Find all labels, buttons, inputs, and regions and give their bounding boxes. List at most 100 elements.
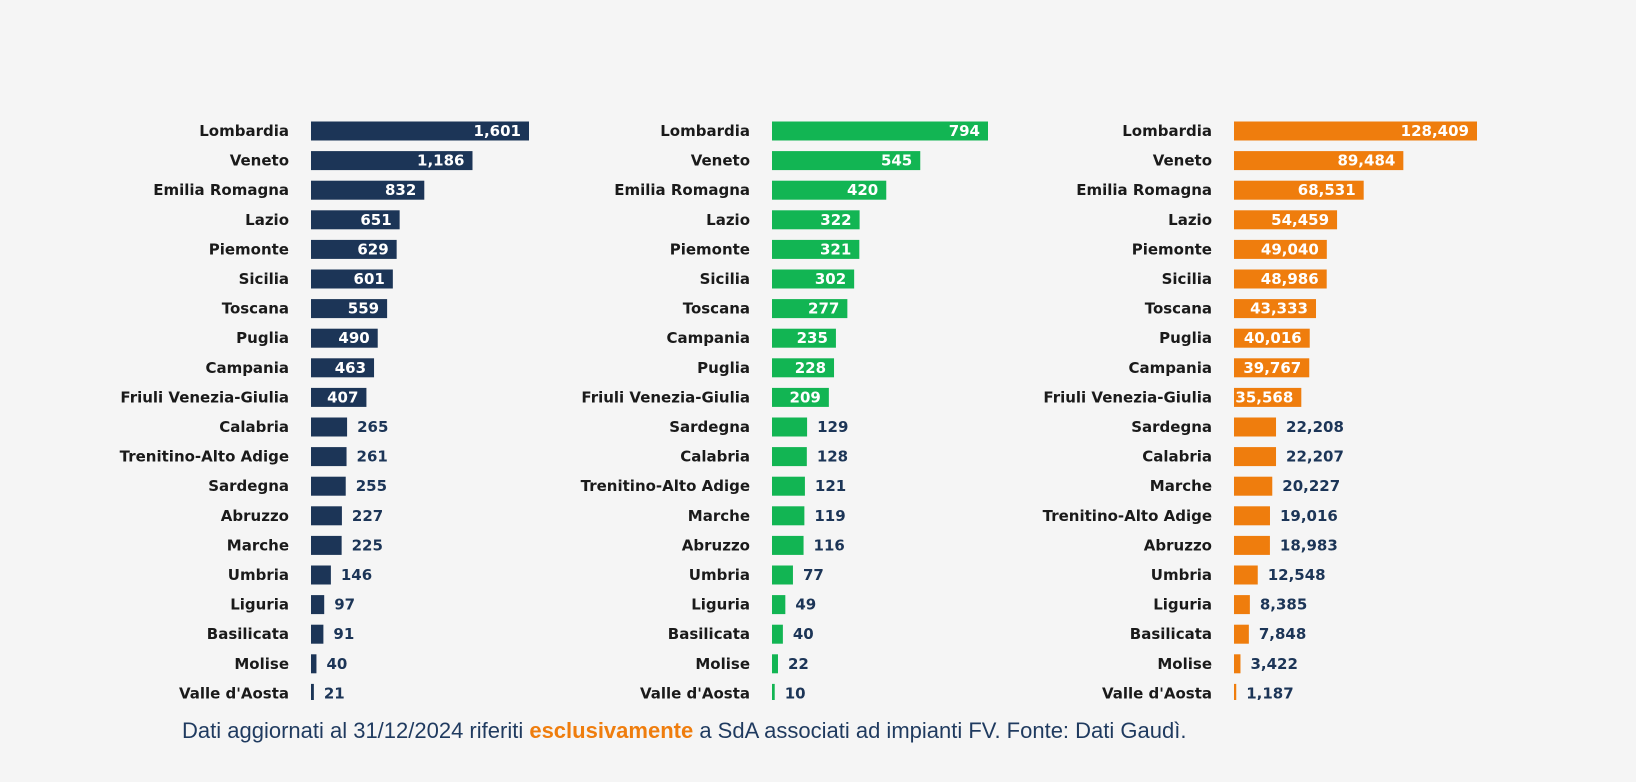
value-label: 407 [327, 388, 358, 406]
category-label: Puglia [1159, 329, 1212, 347]
value-label: 129 [817, 418, 848, 436]
value-label: 255 [356, 477, 387, 495]
category-label: Lazio [706, 211, 750, 229]
category-label: Lazio [245, 211, 289, 229]
category-label: Toscana [683, 300, 750, 318]
value-label: 1,186 [417, 152, 464, 170]
value-label: 277 [808, 300, 839, 318]
category-label: Marche [688, 507, 750, 525]
category-label: Emilia Romagna [614, 181, 750, 199]
bar [311, 387, 367, 407]
category-label: Marche [1150, 477, 1212, 495]
value-label: 48,986 [1261, 270, 1319, 288]
bar [772, 358, 835, 378]
bar [1234, 565, 1258, 585]
bar [772, 417, 808, 437]
value-label: 227 [352, 507, 383, 525]
value-label: 10 [785, 684, 806, 700]
category-label: Friuli Venezia-Giulia [1043, 388, 1212, 406]
bar [311, 654, 317, 674]
value-label: 3,422 [1250, 655, 1297, 673]
category-label: Basilicata [668, 625, 750, 643]
footnote-text-1: Dati aggiornati al 31/12/2024 riferiti [182, 718, 530, 743]
bar [772, 683, 775, 700]
bar [311, 417, 348, 437]
bar [772, 210, 860, 230]
category-label: Abruzzo [1144, 536, 1212, 554]
category-label: Sardegna [669, 418, 750, 436]
value-label: 463 [335, 359, 366, 377]
value-label: 794 [949, 122, 980, 140]
value-label: 21 [324, 684, 345, 700]
bar [772, 151, 921, 171]
category-label: Valle d'Aosta [640, 684, 750, 700]
chart-3: Lombardia 128,409 Veneto 89,484 Emilia Romag… [1043, 121, 1477, 700]
value-label: 559 [348, 300, 379, 318]
bar [1234, 595, 1250, 615]
category-label: Molise [234, 655, 289, 673]
value-label: 35,568 [1235, 388, 1293, 406]
category-label: Abruzzo [682, 536, 750, 554]
value-label: 651 [360, 211, 391, 229]
bar [311, 476, 346, 496]
value-label: 209 [790, 388, 821, 406]
bar [772, 506, 805, 526]
bar [772, 595, 786, 615]
bar [1234, 180, 1364, 200]
category-label: Basilicata [1130, 625, 1212, 643]
value-label: 119 [814, 507, 845, 525]
category-label: Emilia Romagna [1076, 181, 1212, 199]
bar [772, 654, 778, 674]
bar [1234, 387, 1302, 407]
value-label: 40 [793, 625, 814, 643]
category-label: Piemonte [1132, 240, 1212, 258]
bar [311, 565, 331, 585]
category-label: Abruzzo [221, 507, 289, 525]
value-label: 19,016 [1280, 507, 1338, 525]
bar [1234, 535, 1270, 555]
category-label: Sicilia [700, 270, 750, 288]
value-label: 12,548 [1268, 566, 1326, 584]
bar [311, 328, 378, 348]
value-label: 40,016 [1244, 329, 1302, 347]
value-label: 68,531 [1298, 181, 1356, 199]
category-label: Liguria [230, 596, 289, 614]
value-label: 43,333 [1250, 300, 1308, 318]
bar [772, 535, 804, 555]
category-label: Lombardia [1122, 122, 1212, 140]
value-label: 420 [847, 181, 878, 199]
category-label: Puglia [236, 329, 289, 347]
bar [311, 506, 342, 526]
category-label: Emilia Romagna [153, 181, 289, 199]
value-label: 322 [820, 211, 851, 229]
category-label: Friuli Venezia-Giulia [120, 388, 289, 406]
category-label: Lombardia [660, 122, 750, 140]
bar [1234, 269, 1327, 289]
value-label: 22,208 [1286, 418, 1344, 436]
bar [1234, 447, 1277, 467]
category-label: Valle d'Aosta [1102, 684, 1212, 700]
bar [1234, 476, 1273, 496]
bar [311, 683, 314, 700]
value-label: 225 [352, 536, 383, 554]
value-label: 321 [820, 240, 851, 258]
value-label: 8,385 [1260, 596, 1307, 614]
value-label: 40 [326, 655, 347, 673]
category-label: Piemonte [670, 240, 750, 258]
bar [772, 565, 793, 585]
value-label: 54,459 [1271, 211, 1329, 229]
value-label: 7,848 [1259, 625, 1306, 643]
footnote-emphasis: esclusivamente [529, 718, 694, 743]
bar [1234, 328, 1310, 348]
category-label: Sicilia [1162, 270, 1212, 288]
bar [311, 121, 529, 141]
value-label: 89,484 [1337, 152, 1395, 170]
category-label: Toscana [222, 300, 289, 318]
category-label: Calabria [1142, 448, 1212, 466]
category-label: Trenitino-Alto Adige [1043, 507, 1212, 525]
category-label: Marche [227, 536, 289, 554]
bar [311, 299, 388, 319]
bar-charts: Lombardia 1,601 Veneto 1,186 Emilia Romagna 8… [120, 121, 1477, 700]
bar [311, 239, 397, 259]
value-label: 545 [881, 152, 912, 170]
